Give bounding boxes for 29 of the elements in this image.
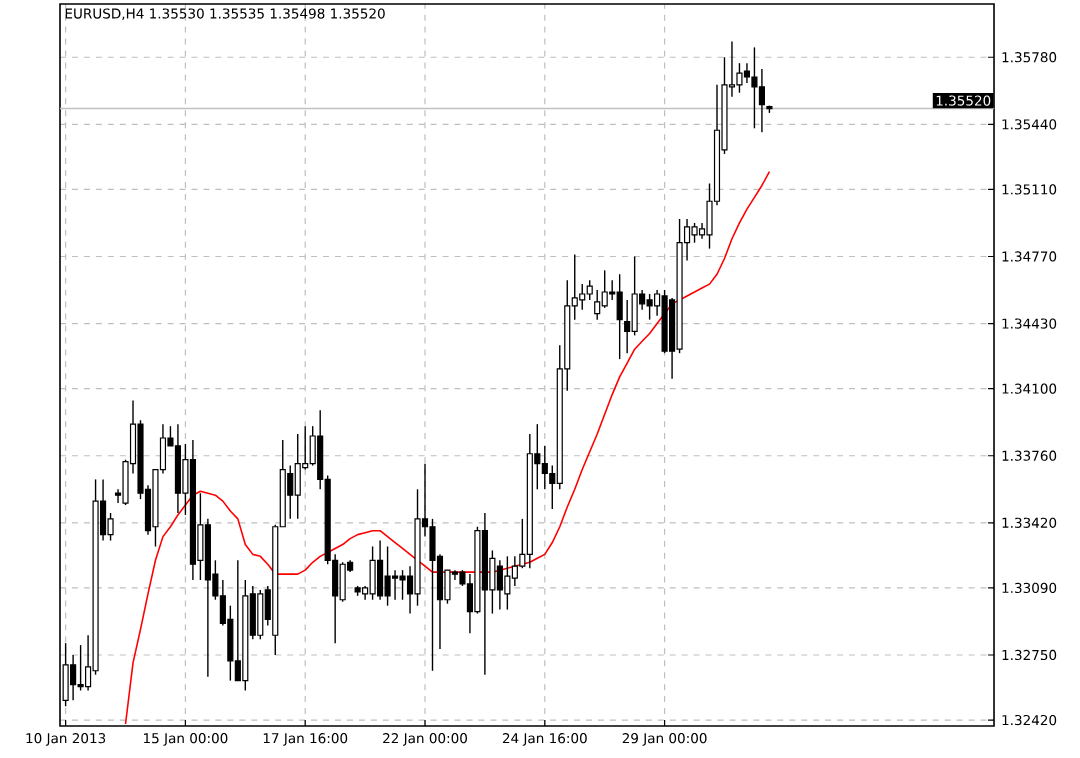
candlestick [646,293,653,321]
candlestick [586,279,593,301]
candlestick [287,464,294,520]
candlestick [70,654,77,702]
candlestick [391,569,399,601]
candlestick [377,539,384,601]
candlestick [594,289,601,321]
candlestick [541,445,548,490]
candlestick [511,555,518,587]
candlestick [579,283,586,311]
candlestick [294,433,301,520]
candlestick [616,273,623,360]
candlestick [369,545,376,601]
candlestick [751,46,758,129]
candlestick [758,68,765,133]
candlestick [601,269,608,309]
candlestick [257,589,264,640]
candlestick [743,62,751,84]
candlestick [496,559,503,611]
candlestick [384,545,391,607]
candlestick [399,569,406,601]
candlestick [174,423,181,514]
candlestick [234,559,241,682]
candlestick [339,561,346,603]
candlestick [77,644,84,692]
candlestick [504,555,511,611]
candlestick [691,222,698,244]
candlestick [624,299,631,354]
candlestick [631,255,638,337]
